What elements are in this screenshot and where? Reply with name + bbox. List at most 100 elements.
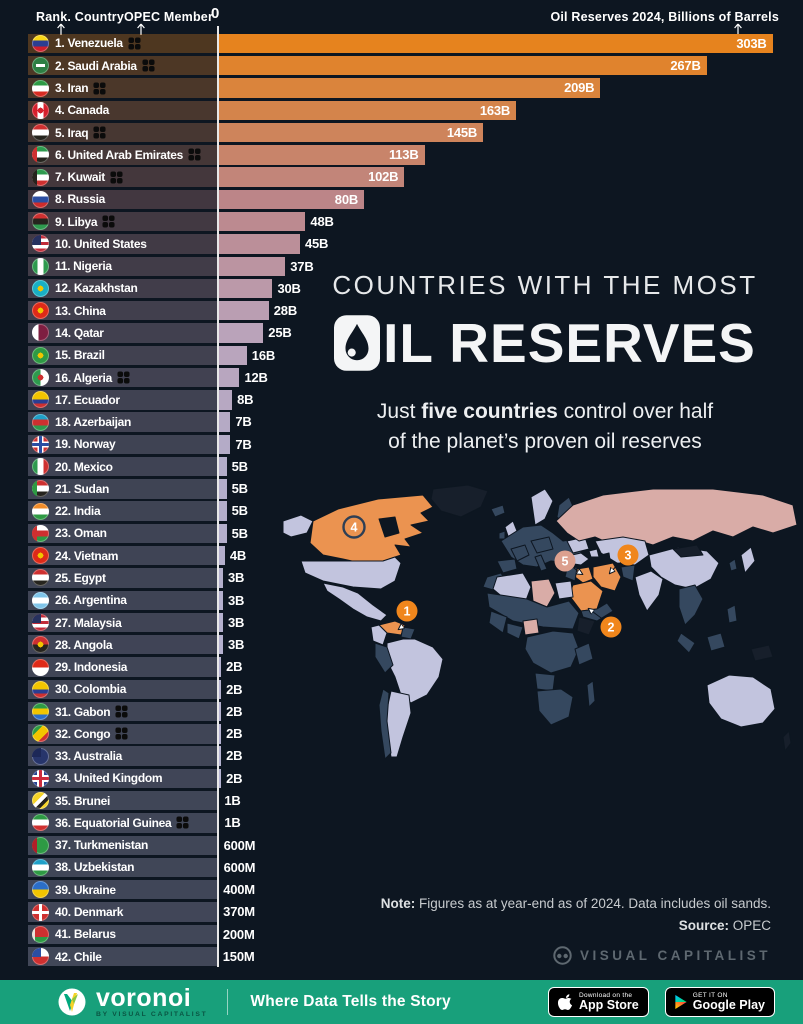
row-label: 31. Gabon bbox=[28, 701, 217, 722]
opec-member-icon bbox=[128, 37, 141, 50]
opec-member-header: OPEC Member bbox=[124, 10, 214, 24]
row-label: 20. Mexico bbox=[28, 456, 217, 477]
vietnam-flag-icon bbox=[32, 547, 49, 565]
chart-title: IL RESERVES bbox=[298, 311, 792, 375]
reserve-value-label: 1B bbox=[224, 815, 241, 831]
gabon-flag-icon bbox=[32, 703, 49, 721]
reserve-value-label: 2B bbox=[226, 703, 243, 719]
reserve-value-label: 4B bbox=[229, 548, 247, 563]
row-label: 22. India bbox=[28, 501, 217, 521]
row-label: 23. Oman bbox=[28, 523, 217, 544]
congo-flag-icon bbox=[32, 725, 49, 743]
row-label: 5. Iraq bbox=[28, 122, 217, 143]
oman-flag-icon bbox=[32, 524, 49, 542]
ecuador-flag-icon bbox=[32, 391, 49, 409]
qatar-flag-icon bbox=[32, 324, 49, 342]
reserve-value-label: 2B bbox=[226, 681, 243, 697]
row-label: 30. Colombia bbox=[28, 679, 217, 700]
reserve-value-label: 5B bbox=[231, 458, 248, 474]
row-label: 38. Uzbekistan bbox=[28, 857, 217, 878]
opec-member-icon bbox=[142, 59, 155, 72]
reserve-value-label: 102B bbox=[368, 169, 399, 185]
chart-row: 12B 16. Algeria bbox=[0, 367, 803, 388]
china-flag-icon bbox=[32, 302, 49, 320]
chart-row: 3. Iran 209B bbox=[0, 78, 803, 98]
chart-row: 4B 24. Vietnam bbox=[0, 546, 803, 566]
rank-country-label: 41. Belarus bbox=[55, 927, 116, 942]
map-marker-3 bbox=[617, 544, 639, 566]
iraq-flag-icon bbox=[32, 124, 49, 142]
oil-drop-o-icon bbox=[334, 315, 381, 371]
reserve-bar bbox=[217, 390, 233, 410]
reserve-value-label: 48B bbox=[310, 213, 334, 229]
chart-row: 3B 27. Malaysia bbox=[0, 612, 803, 633]
angola-flag-icon bbox=[32, 636, 49, 654]
rank-country-label: 29. Indonesia bbox=[55, 660, 128, 675]
reserve-value-label: 267B bbox=[670, 58, 701, 74]
chart-row: 16B 15. Brazil bbox=[0, 345, 803, 365]
row-label: 39. Ukraine bbox=[28, 880, 217, 900]
chart-row: 1B 36. Equatorial Guinea bbox=[0, 813, 803, 833]
reserve-value-label: 7B bbox=[235, 436, 252, 452]
rank-country-label: 8. Russia bbox=[55, 192, 105, 207]
google-play-badge[interactable]: GET IT ON Google Play bbox=[664, 987, 775, 1017]
reserve-value-label: 2B bbox=[226, 659, 243, 675]
chart-row: 5B 22. India bbox=[0, 501, 803, 521]
rank-country-label: 36. Equatorial Guinea bbox=[55, 815, 172, 830]
row-label: 4. Canada bbox=[28, 100, 217, 120]
venezuela-flag-icon bbox=[32, 34, 49, 52]
rank-country-label: 16. Algeria bbox=[55, 370, 112, 385]
row-label: 6. United Arab Emirates bbox=[28, 145, 217, 165]
chart-row: 2B 31. Gabon bbox=[0, 701, 803, 722]
rank-country-label: 3. Iran bbox=[55, 81, 89, 96]
rank-country-label: 7. Kuwait bbox=[55, 170, 105, 185]
row-label: 19. Norway bbox=[28, 434, 217, 455]
rank-country-label: 2. Saudi Arabia bbox=[55, 58, 137, 73]
united-arab-emirates-flag-icon bbox=[32, 146, 49, 164]
reserve-bar bbox=[217, 635, 223, 655]
rank-country-header: Rank. Country bbox=[36, 10, 125, 24]
argentina-flag-icon bbox=[32, 591, 49, 609]
reserve-bar: 145B bbox=[217, 122, 484, 143]
rank-country-label: 11. Nigeria bbox=[55, 259, 112, 274]
chart-row: 7B 18. Azerbaijan bbox=[0, 412, 803, 432]
reserve-value-label: 8B bbox=[237, 392, 254, 408]
reserve-bar bbox=[217, 367, 240, 388]
chart-subtitle: Just five countries control over half of… bbox=[376, 400, 714, 453]
reserve-bar bbox=[217, 612, 223, 633]
reserve-value-label: 12B bbox=[244, 369, 268, 385]
chart-row: 370M 40. Denmark bbox=[0, 902, 803, 922]
reserve-bar: 80B bbox=[217, 189, 365, 210]
row-label: 26. Argentina bbox=[28, 590, 217, 610]
opec-member-icon bbox=[117, 371, 130, 384]
chart-row: 7B 19. Norway bbox=[0, 434, 803, 455]
reserve-bar bbox=[217, 701, 222, 722]
reserve-value-label: 37B bbox=[290, 258, 314, 274]
reserve-bar bbox=[217, 301, 269, 321]
rank-country-label: 24. Vietnam bbox=[55, 548, 119, 563]
row-label: 18. Azerbaijan bbox=[28, 412, 217, 432]
reserve-value-label: 370M bbox=[223, 904, 255, 920]
reserve-bar bbox=[217, 523, 227, 544]
reserve-bar bbox=[217, 456, 227, 477]
axis-title: Oil Reserves 2024, Billions of Barrels bbox=[550, 10, 779, 24]
reserve-value-label: 600M bbox=[223, 837, 256, 853]
colombia-flag-icon bbox=[32, 680, 49, 698]
voronoi-wordmark: voronoi BY VISUAL CAPITALIST bbox=[96, 984, 208, 1019]
row-label: 7. Kuwait bbox=[28, 167, 217, 187]
row-label: 29. Indonesia bbox=[28, 657, 217, 677]
visual-capitalist-wordmark: VISUAL CAPITALIST bbox=[579, 948, 771, 963]
chart-row: 5B 20. Mexico bbox=[0, 456, 803, 477]
rank-country-label: 39. Ukraine bbox=[55, 882, 116, 897]
map-marker-number: 3 bbox=[625, 549, 632, 563]
app-store-badge[interactable]: Download on the App Store bbox=[548, 987, 649, 1017]
rank-country-label: 40. Denmark bbox=[55, 905, 124, 920]
azerbaijan-flag-icon bbox=[32, 413, 49, 431]
reserve-value-label: 5B bbox=[231, 481, 248, 497]
voronoi-logo-icon bbox=[58, 988, 86, 1016]
map-marker-2 bbox=[600, 616, 622, 638]
axis-zero-tick: 0 bbox=[211, 5, 220, 22]
reserve-bar bbox=[217, 412, 231, 432]
reserve-bar bbox=[217, 345, 247, 365]
